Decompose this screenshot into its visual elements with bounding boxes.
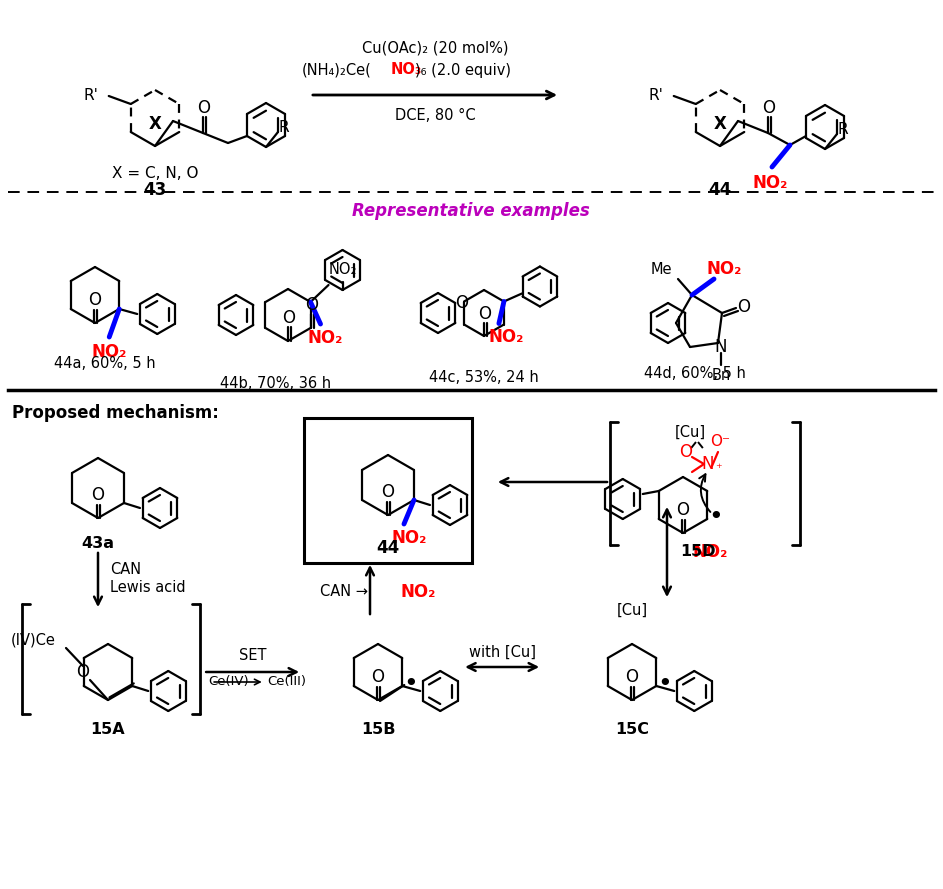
Text: O⁻: O⁻ xyxy=(710,435,730,450)
Text: 44b, 70%, 36 h: 44b, 70%, 36 h xyxy=(221,375,332,390)
Text: 15B: 15B xyxy=(361,723,395,738)
Text: (NH₄)₂Ce(: (NH₄)₂Ce( xyxy=(302,62,372,77)
Text: O: O xyxy=(676,501,689,519)
Text: )₆ (2.0 equiv): )₆ (2.0 equiv) xyxy=(415,62,511,77)
Text: O: O xyxy=(305,296,318,314)
Text: X = C, N, O: X = C, N, O xyxy=(112,165,198,180)
Text: Proposed mechanism:: Proposed mechanism: xyxy=(12,404,219,422)
Text: 44a, 60%, 5 h: 44a, 60%, 5 h xyxy=(54,356,156,371)
Text: with [Cu]: with [Cu] xyxy=(469,645,536,660)
Text: 15A: 15A xyxy=(91,723,125,738)
Text: X: X xyxy=(714,115,726,133)
Text: Bn: Bn xyxy=(711,367,731,382)
Text: ⁺: ⁺ xyxy=(715,461,721,475)
Text: NO₂: NO₂ xyxy=(391,529,426,547)
Text: 43a: 43a xyxy=(81,535,114,550)
Text: N: N xyxy=(702,455,714,473)
Text: [Cu]: [Cu] xyxy=(617,603,648,618)
Text: NO₃: NO₃ xyxy=(391,62,422,77)
Text: •: • xyxy=(708,505,722,529)
Text: 44: 44 xyxy=(708,181,732,199)
Text: Ce(IV): Ce(IV) xyxy=(208,676,249,688)
Text: Me: Me xyxy=(651,261,672,276)
Text: R': R' xyxy=(649,89,664,103)
Text: 15C: 15C xyxy=(615,723,649,738)
Text: NO₂: NO₂ xyxy=(400,583,436,601)
Text: O: O xyxy=(478,305,491,323)
Text: X: X xyxy=(149,115,161,133)
Text: O: O xyxy=(283,309,295,327)
Text: NO₂: NO₂ xyxy=(328,262,356,277)
Text: NO₂: NO₂ xyxy=(692,543,727,561)
Text: CAN →: CAN → xyxy=(320,584,368,599)
Text: O: O xyxy=(197,99,210,117)
Text: R: R xyxy=(837,122,849,137)
Text: NO₂: NO₂ xyxy=(753,174,787,192)
Text: R: R xyxy=(279,119,290,134)
Text: O: O xyxy=(382,483,394,501)
Text: O: O xyxy=(455,294,469,313)
Text: O: O xyxy=(763,99,775,117)
Text: 43: 43 xyxy=(143,181,167,199)
Text: •: • xyxy=(403,672,418,696)
Text: O: O xyxy=(372,668,385,686)
Text: R': R' xyxy=(84,89,99,103)
Text: O: O xyxy=(737,298,751,316)
Text: Cu(OAc)₂ (20 mol%): Cu(OAc)₂ (20 mol%) xyxy=(362,41,508,55)
Text: •: • xyxy=(657,672,671,696)
Text: NO₂: NO₂ xyxy=(706,260,742,278)
Text: NO₂: NO₂ xyxy=(488,329,523,347)
Bar xyxy=(304,418,472,563)
Text: 44c, 53%, 24 h: 44c, 53%, 24 h xyxy=(429,370,538,385)
Text: O: O xyxy=(625,668,638,686)
Text: SET: SET xyxy=(239,648,266,663)
Text: (IV)Ce: (IV)Ce xyxy=(11,632,56,647)
Text: DCE, 80 °C: DCE, 80 °C xyxy=(395,108,475,123)
Text: NO₂: NO₂ xyxy=(307,329,343,347)
Text: NO₂: NO₂ xyxy=(91,343,127,361)
Text: CAN: CAN xyxy=(110,563,141,578)
Text: N: N xyxy=(715,338,727,356)
Text: [Cu]: [Cu] xyxy=(674,425,705,439)
Text: O: O xyxy=(89,291,102,309)
Text: Lewis acid: Lewis acid xyxy=(110,581,186,596)
Text: O: O xyxy=(91,486,105,504)
Text: Ce(III): Ce(III) xyxy=(268,676,306,688)
Text: Representative examples: Representative examples xyxy=(352,202,590,220)
Text: 44: 44 xyxy=(376,539,400,557)
Text: 44d, 60%, 5 h: 44d, 60%, 5 h xyxy=(644,365,746,380)
Text: 15D: 15D xyxy=(680,544,716,559)
Text: O: O xyxy=(680,443,692,461)
Text: O: O xyxy=(76,663,90,681)
